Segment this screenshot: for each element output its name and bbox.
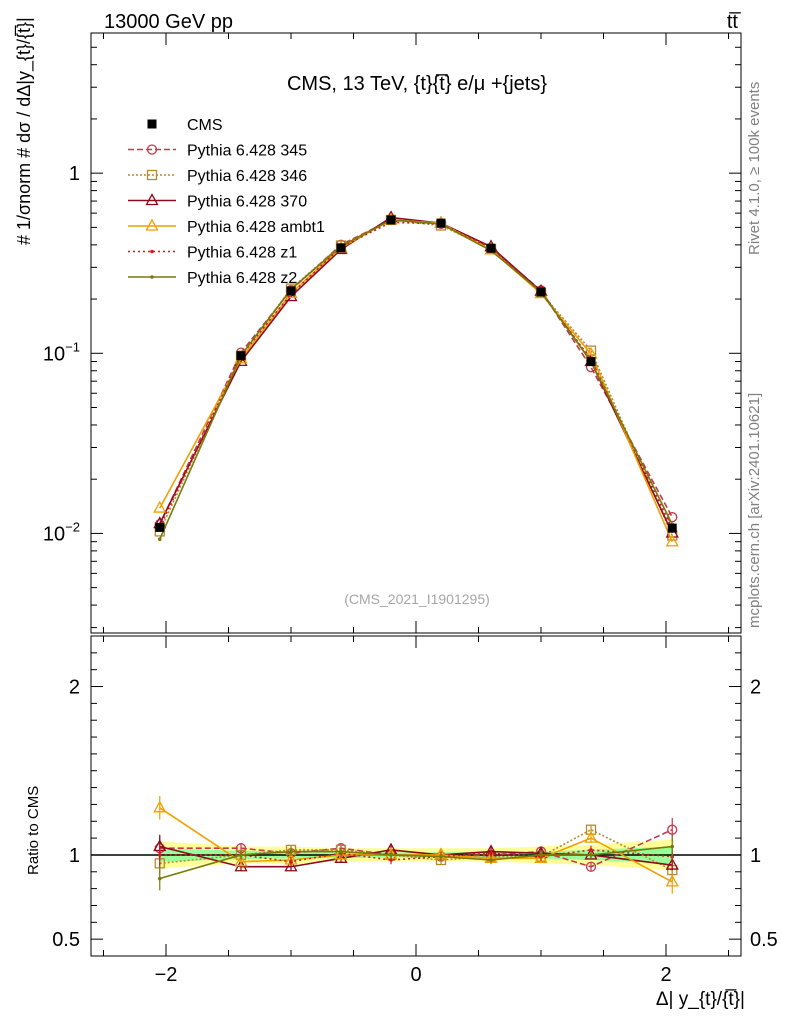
ratio-series xyxy=(153,796,679,894)
series-point-ratio xyxy=(589,853,593,857)
series-line-main xyxy=(159,219,673,540)
ratio-tick-label-left: 0.5 xyxy=(52,929,80,951)
series-line-ratio xyxy=(159,845,673,868)
legend-marker xyxy=(146,144,158,155)
data-point-main xyxy=(236,351,246,361)
legend-label: Pythia 6.428 346 xyxy=(187,168,307,185)
series-point-ratio xyxy=(489,858,493,862)
ratio-tick-label-right: 0.5 xyxy=(750,929,778,951)
legend-marker xyxy=(147,119,157,129)
series-line-main xyxy=(159,219,673,543)
series-line-main xyxy=(159,221,673,530)
series-point-main xyxy=(157,537,162,541)
y-tick-label: 1 xyxy=(69,163,80,185)
main-series xyxy=(153,210,679,547)
x-tick-label: −2 xyxy=(155,964,178,986)
series-point-ratio xyxy=(389,853,393,857)
legend-label: Pythia 6.428 345 xyxy=(187,143,307,160)
series-line-ratio xyxy=(159,807,673,883)
ratio-tick-label-left: 1 xyxy=(69,845,80,867)
data-point-main xyxy=(436,218,446,228)
y-tick-label: 10−1 xyxy=(43,339,80,365)
series-point-ratio xyxy=(489,851,493,856)
series-point-ratio xyxy=(339,849,343,854)
legend-marker xyxy=(145,218,159,231)
series-point-main xyxy=(667,512,678,523)
series-point-ratio xyxy=(284,859,298,872)
series-point-ratio xyxy=(665,857,679,870)
legend-label: Pythia 6.428 ambt1 xyxy=(187,219,325,236)
series-point-ratio xyxy=(589,848,593,852)
series-point-ratio xyxy=(670,844,675,849)
series-line-ratio xyxy=(159,845,673,880)
header-right: tt̅ xyxy=(727,11,741,33)
x-tick-label: 0 xyxy=(410,964,421,986)
series-point-ratio xyxy=(289,849,293,854)
series-point-ratio xyxy=(585,861,597,872)
ratio-tick-label-right: 2 xyxy=(750,677,761,699)
series-point-ratio xyxy=(289,859,293,864)
series-line-ratio xyxy=(159,828,673,871)
series-point-ratio xyxy=(234,854,248,867)
legend: CMS Pythia 6.428 345 Pythia 6.428 346 Pythi… xyxy=(128,117,325,287)
series-point-main xyxy=(153,500,167,513)
data-point-main xyxy=(336,243,346,253)
series-point-ratio xyxy=(534,850,548,863)
legend-label: Pythia 6.428 z2 xyxy=(187,270,297,287)
series-point-ratio xyxy=(239,853,243,857)
series-line-main xyxy=(159,216,673,534)
data-point-main xyxy=(386,215,396,225)
legend-marker xyxy=(150,249,154,254)
legend-label: Pythia 6.428 370 xyxy=(187,194,307,211)
data-point-main xyxy=(155,522,165,532)
series-point-ratio xyxy=(439,854,443,859)
x-tick-label: 2 xyxy=(660,964,671,986)
data-point-main xyxy=(536,287,546,297)
data-point-main xyxy=(586,357,596,367)
y-axis-label-ratio: Ratio to CMS xyxy=(25,786,42,875)
data-point-main xyxy=(486,243,496,253)
series-point-ratio xyxy=(389,858,393,862)
data-point-main xyxy=(667,523,677,533)
legend-label: Pythia 6.428 z1 xyxy=(187,245,297,262)
series-line-ratio xyxy=(159,849,673,863)
header-left: 13000 GeV pp xyxy=(104,11,233,33)
x-axis-label: Δ| y_{t}/{t̅}| xyxy=(656,989,745,1010)
site-label: mcplots.cern.ch [arXiv:2401.10621] xyxy=(746,393,763,628)
legend-label: CMS xyxy=(187,117,223,134)
series-point-main xyxy=(665,534,679,547)
legend-marker xyxy=(146,169,158,181)
ratio-frame xyxy=(90,635,742,957)
plot-title: CMS, 13 TeV, {t}{t̅} e/μ +{jets} xyxy=(287,73,547,95)
series-point-ratio xyxy=(584,830,598,843)
series-point-ratio xyxy=(667,824,678,835)
ratio-tick-label-right: 1 xyxy=(750,845,761,867)
ratio-tick-label-left: 2 xyxy=(69,677,80,699)
series-point-ratio xyxy=(665,874,679,887)
y-axis-label-main: # 1/σnorm # dσ / dΔ|y_{t}/{t̅}| xyxy=(14,17,35,245)
series-point-ratio xyxy=(157,853,162,857)
legend-marker xyxy=(145,193,159,206)
legend-marker xyxy=(150,275,154,279)
series-point-ratio xyxy=(157,876,162,881)
y-tick-label: 10−2 xyxy=(43,519,80,545)
watermark: (CMS_2021_I1901295) xyxy=(344,591,490,607)
series-point-ratio xyxy=(334,850,348,863)
data-point-main xyxy=(286,286,296,296)
series-line-main xyxy=(159,219,673,536)
series-point-ratio xyxy=(539,853,543,857)
rivet-label: Rivet 4.1.0, ≥ 100k events xyxy=(746,82,763,255)
series-point-ratio xyxy=(153,800,167,813)
